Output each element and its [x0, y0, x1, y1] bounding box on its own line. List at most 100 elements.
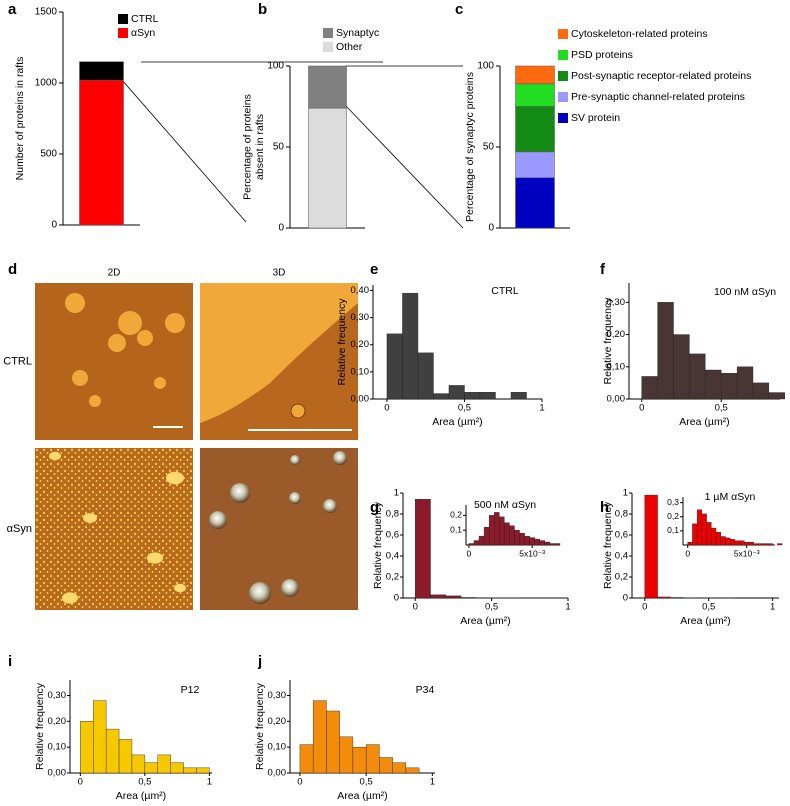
afm-image	[35, 448, 193, 610]
y-tick-label: 0,2	[667, 511, 679, 521]
histogram-bar	[352, 746, 367, 774]
x-tick-label: 1	[770, 602, 775, 613]
histogram-bar	[720, 536, 726, 546]
x-tick-label: 0	[78, 777, 83, 788]
histogram-bar	[488, 515, 495, 546]
histogram-bar	[768, 392, 785, 400]
histogram-bar	[514, 529, 520, 546]
connector-lines	[121, 61, 464, 229]
x-axis-label: Area (µm²)	[679, 416, 729, 428]
y-tick-label: 0,1	[667, 525, 679, 535]
y-axis-label: Percentage of synaptyc proteins	[464, 72, 476, 222]
x-tick-label: 0,5	[715, 403, 728, 414]
annotation: 1 µM αSyn	[705, 491, 756, 503]
x-axis-label: Area (µm²)	[432, 416, 482, 428]
histogram-bar	[748, 541, 754, 546]
histogram-bar	[753, 543, 759, 546]
legend-swatch	[118, 28, 128, 38]
connector	[121, 79, 247, 223]
y-axis-label: Relative frequency	[34, 682, 46, 770]
histogram-bar	[720, 373, 738, 400]
histogram-bar	[478, 535, 485, 546]
histogram-bar	[415, 499, 431, 599]
y-tick-label: 1000	[35, 78, 58, 89]
bar-segment	[515, 83, 555, 107]
afm-aggregate	[147, 552, 163, 564]
histogram-bar	[641, 376, 658, 400]
histogram-bar	[170, 762, 184, 774]
histogram-bar	[105, 728, 120, 774]
annotation: P34	[416, 684, 435, 696]
afm-domain	[118, 311, 142, 335]
annotation: 500 nM αSyn	[474, 499, 536, 511]
panel-letter: f	[600, 261, 606, 278]
panel-letter: h	[600, 499, 609, 516]
histogram-bar	[711, 527, 717, 546]
histogram-bar	[417, 352, 434, 400]
panel-letter: d	[8, 261, 17, 278]
y-tick-label: 0,20	[48, 716, 67, 727]
histogram-bar	[196, 767, 210, 774]
y-tick-label: 50	[483, 142, 495, 153]
afm-aggregate	[49, 451, 61, 461]
x-axis-label: Area (µm²)	[460, 615, 510, 627]
bar-segment	[308, 107, 347, 229]
histogram-bar	[80, 721, 94, 774]
histogram-bar	[725, 537, 731, 546]
histogram-bar	[701, 513, 707, 546]
histogram-bar	[483, 527, 490, 546]
afm-domain	[165, 313, 185, 333]
legend-label: Post-synaptic receptor-related proteins	[571, 70, 751, 82]
histogram-bar	[118, 739, 133, 774]
bar-segment	[515, 177, 555, 229]
histogram-bar	[392, 762, 407, 774]
y-tick-label: 0,20	[268, 716, 287, 727]
y-tick-label: 0,10	[268, 742, 287, 753]
annotation: P12	[181, 684, 200, 696]
histogram-bar	[706, 522, 712, 546]
afm-aggregate	[249, 582, 271, 604]
afm-domain	[154, 377, 166, 389]
y-tick-label: 0,00	[268, 768, 287, 779]
y-tick-label: 0,30	[607, 297, 626, 308]
histogram-bar	[715, 532, 721, 546]
histogram-bar	[687, 541, 693, 546]
connector	[345, 105, 464, 229]
bar-segment	[515, 151, 555, 179]
histogram-bar	[736, 366, 754, 400]
bar-segment	[308, 65, 347, 109]
bar-segment	[79, 79, 124, 226]
panel-letter: j	[257, 653, 262, 670]
x-tick-label: 0,5	[485, 602, 498, 613]
y-axis-label: Relative frequency	[372, 501, 384, 589]
afm-aggregate	[289, 492, 301, 504]
row-label: CTRL	[3, 355, 32, 367]
afm-domain	[137, 330, 153, 346]
y-tick-label: 1	[394, 488, 399, 499]
histogram-bar	[386, 333, 403, 400]
y-axis-label: Percentage of proteins	[242, 94, 254, 200]
legend-label: αSyn	[131, 27, 155, 39]
afm-aggregate	[230, 483, 250, 503]
afm-domain	[200, 283, 358, 423]
x-tick-label: 0	[297, 777, 302, 788]
y-tick-label: 500	[40, 149, 57, 160]
x-tick-label: 5x10⁻³	[734, 548, 760, 558]
y-tick-label: 0,10	[607, 361, 626, 372]
histogram-bar	[464, 392, 481, 400]
legend-label: PSD proteins	[571, 49, 633, 61]
afm-image	[200, 448, 358, 610]
afm-aggregate	[333, 451, 347, 465]
histogram-bar	[509, 525, 515, 546]
histogram-bar	[539, 540, 546, 546]
histogram-bar	[673, 334, 690, 400]
histogram-bar	[705, 369, 722, 400]
histogram-bar	[157, 754, 171, 774]
x-tick-label: 0,5	[458, 403, 471, 414]
legend-swatch	[323, 28, 333, 38]
y-tick-label: 0,00	[351, 394, 370, 405]
afm-aggregate	[209, 511, 227, 529]
legend-label: SV protein	[571, 112, 620, 124]
histogram-bar	[734, 540, 740, 546]
